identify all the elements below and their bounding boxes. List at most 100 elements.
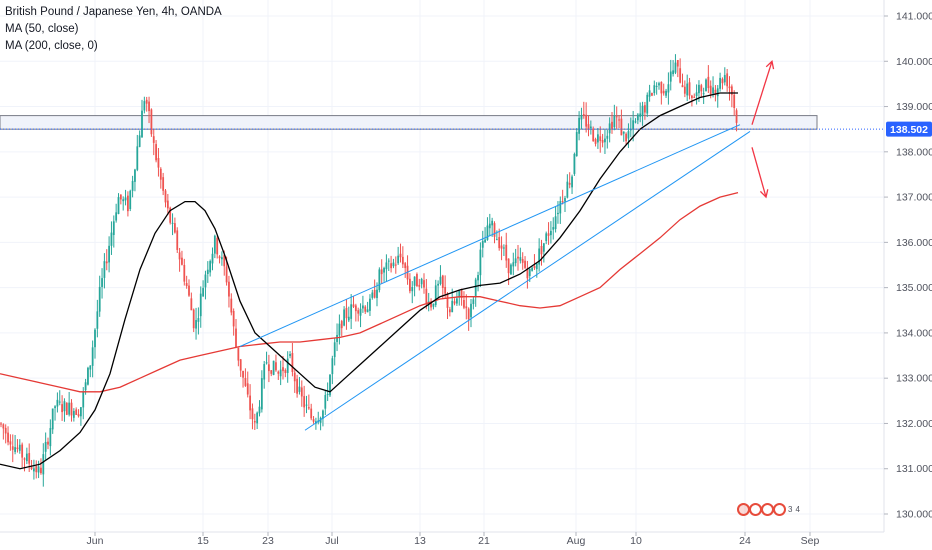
candle-body xyxy=(420,279,423,285)
candle-body xyxy=(387,260,390,262)
candle-body xyxy=(599,136,602,141)
candle-body xyxy=(401,256,404,265)
candle-body xyxy=(101,278,103,287)
candle-body xyxy=(293,372,296,382)
candle-body xyxy=(35,465,38,473)
resistance-zone[interactable] xyxy=(0,115,818,130)
candle-body xyxy=(733,94,736,109)
candle-body xyxy=(213,235,216,254)
candle-body xyxy=(326,393,329,395)
candle-body xyxy=(620,118,623,136)
candle-body xyxy=(519,257,522,261)
channel-upper-trendline[interactable] xyxy=(239,124,741,347)
candle-body xyxy=(350,304,353,319)
y-tick-label: 132.000 xyxy=(896,418,932,430)
candle-body xyxy=(373,289,376,298)
candle-body xyxy=(96,311,99,329)
candle-body xyxy=(263,364,266,380)
candle-body xyxy=(585,114,588,127)
candle-body xyxy=(505,244,508,261)
candle-body xyxy=(521,259,524,263)
candle-body xyxy=(674,62,677,73)
candle-body xyxy=(303,396,306,408)
candle-body xyxy=(185,283,188,287)
candle-body xyxy=(2,424,5,429)
candle-body xyxy=(56,399,59,407)
candle-body xyxy=(491,220,494,226)
candle-body xyxy=(641,105,644,117)
candle-body xyxy=(561,201,564,203)
candle-body xyxy=(531,267,533,271)
candle-body xyxy=(253,421,256,423)
candle-body xyxy=(150,109,153,135)
candle-body xyxy=(136,146,139,170)
symbol-title[interactable]: British Pound / Japanese Yen, 4h, OANDA xyxy=(5,6,222,18)
candle-body xyxy=(538,248,541,265)
event-count-4: 4 xyxy=(795,505,800,514)
candle-body xyxy=(667,84,670,93)
economic-events[interactable]: 3 4 xyxy=(737,503,800,516)
y-tick-label: 138.000 xyxy=(896,146,932,158)
candle-body xyxy=(554,216,557,230)
candle-body xyxy=(618,119,620,121)
candle-body xyxy=(51,408,54,430)
forecast-arrows[interactable] xyxy=(751,59,775,199)
time-axis[interactable]: Jun 15 23 Jul 13 21 Aug 10 24 Sep xyxy=(87,532,820,547)
candle-body xyxy=(472,299,475,305)
candle-body xyxy=(700,85,703,92)
candle-body xyxy=(702,93,705,95)
candle-body xyxy=(392,262,395,267)
candle-body xyxy=(44,441,47,452)
candle-body xyxy=(486,225,489,240)
candle-body xyxy=(291,353,294,373)
candle-body xyxy=(434,285,437,305)
candle-body xyxy=(206,269,209,275)
candle-body xyxy=(110,232,113,246)
candle-body xyxy=(221,257,223,260)
candle-body xyxy=(467,308,470,320)
candle-body xyxy=(730,86,733,95)
candle-body xyxy=(298,386,301,392)
candle-body xyxy=(82,391,85,408)
candle-body xyxy=(615,116,618,118)
candle-body xyxy=(141,110,143,138)
candle-body xyxy=(573,153,576,174)
event-icon[interactable] xyxy=(773,503,786,516)
ma200-legend[interactable]: MA (200, close, 0) xyxy=(5,40,98,52)
candle-body xyxy=(47,441,49,445)
candle-body xyxy=(533,266,536,269)
candle-body xyxy=(174,223,176,233)
candle-body xyxy=(636,114,639,121)
candle-body xyxy=(61,404,63,413)
candle-body xyxy=(265,362,268,364)
candle-body xyxy=(453,301,456,304)
candle-body xyxy=(228,281,230,297)
candle-body xyxy=(256,412,259,424)
candle-body xyxy=(430,302,432,308)
candle-body xyxy=(413,276,416,286)
candle-body xyxy=(322,410,324,419)
candle-body xyxy=(683,86,686,94)
candle-body xyxy=(510,264,512,275)
candle-body xyxy=(225,266,228,283)
candle-body xyxy=(237,347,240,361)
candle-body xyxy=(329,374,331,396)
y-tick-label: 140.000 xyxy=(896,56,932,68)
candle-body xyxy=(54,406,56,409)
candle-body xyxy=(547,233,550,236)
candle-body xyxy=(524,260,526,268)
candle-body xyxy=(166,200,169,209)
candle-body xyxy=(282,367,284,372)
channel-lower-trendline[interactable] xyxy=(304,131,751,431)
candle-body xyxy=(371,292,374,298)
candle-body xyxy=(178,252,181,260)
candle-body xyxy=(169,207,172,223)
candle-body xyxy=(25,453,28,462)
candle-body xyxy=(16,447,19,449)
candle-body xyxy=(286,358,289,373)
candle-body xyxy=(138,135,141,147)
candle-body xyxy=(712,87,714,94)
price-axis[interactable]: 130.000 131.000 132.000 133.000 134.000 135.0… xyxy=(884,11,932,521)
ma50-legend[interactable]: MA (50, close) xyxy=(5,23,79,35)
